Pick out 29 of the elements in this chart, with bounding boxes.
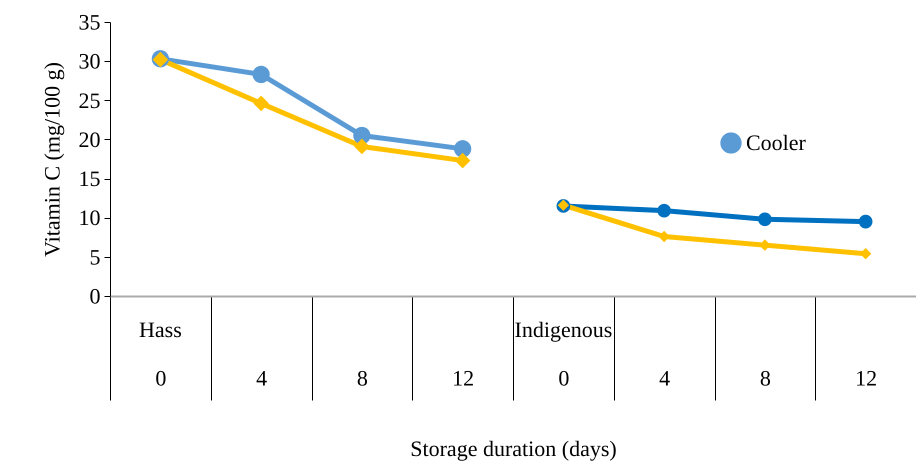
x-axis-title: Storage duration (days) (410, 436, 617, 461)
x-tick-label: 4 (256, 366, 268, 390)
x-tick-label: 4 (659, 366, 670, 390)
point (354, 138, 370, 154)
y-tick-label: 25 (78, 88, 100, 113)
x-tick-label: 12 (452, 366, 474, 390)
point (253, 96, 269, 112)
y-tick-label: 15 (78, 166, 100, 192)
legend-label: Cooler (746, 130, 807, 155)
y-tick-label: 20 (78, 126, 100, 152)
x-tick-label: 8 (760, 366, 771, 390)
y-tick-label: 10 (78, 205, 100, 230)
text: Indigenous (514, 317, 612, 342)
y-axis-title: Vitamin C (mg/100 g) (40, 62, 64, 257)
x-tick-label: 8 (356, 366, 368, 390)
y-tick-label: 35 (78, 10, 100, 34)
point (454, 140, 472, 158)
y-tick-label: 0 (90, 284, 100, 308)
x-tick-label: 0 (155, 366, 166, 390)
x-tick-label: 12 (855, 366, 878, 390)
text: Hass (138, 317, 182, 342)
x-tick-label: 0 (558, 366, 570, 390)
point (858, 214, 872, 228)
y-tick-label: 30 (78, 48, 100, 74)
point (657, 204, 671, 218)
point (454, 152, 470, 168)
point (758, 212, 772, 226)
y-tick-label: 5 (90, 244, 100, 270)
point (252, 66, 270, 84)
